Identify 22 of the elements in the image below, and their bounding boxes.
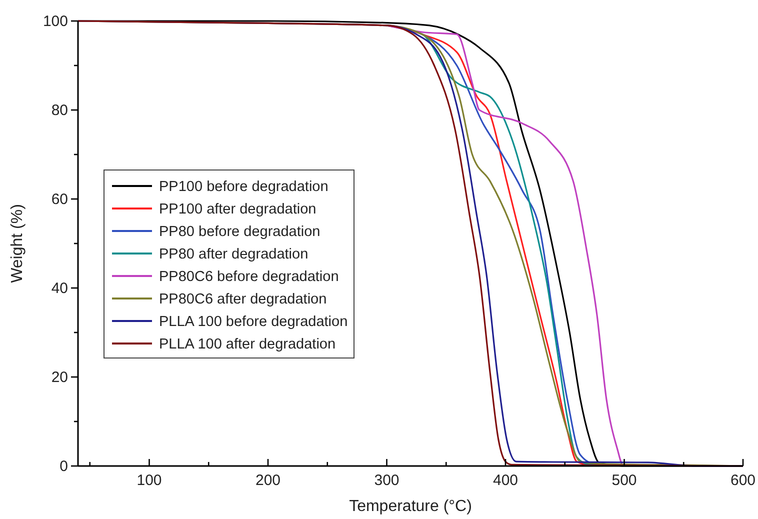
x-tick-label: 500 [612,472,637,489]
y-tick-label: 80 [51,102,68,119]
legend-label: PP80C6 before degradation [159,269,339,285]
x-tick-label: 200 [255,472,281,489]
x-tick-label: 300 [374,472,400,489]
legend-label: PLLA 100 after degradation [159,336,336,352]
x-tick-label: 600 [730,472,756,489]
legend-label: PLLA 100 before degradation [159,314,348,330]
x-tick-label: 100 [136,472,162,489]
legend-label: PP100 before degradation [159,179,328,195]
legend-label: PP80C6 after degradation [159,292,327,308]
legend-label: PP80 after degradation [159,246,308,262]
y-axis-title: Weight (%) [9,204,26,283]
x-axis-title: Temperature (°C) [349,498,472,515]
legend-label: PP80 before degradation [159,224,320,240]
x-tick-label: 400 [492,472,518,489]
y-tick-label: 100 [42,13,68,30]
y-tick-label: 60 [51,191,68,208]
legend-label: PP100 after degradation [159,202,316,218]
y-tick-label: 0 [60,458,68,475]
y-tick-label: 40 [51,280,68,297]
y-tick-label: 20 [51,369,68,386]
